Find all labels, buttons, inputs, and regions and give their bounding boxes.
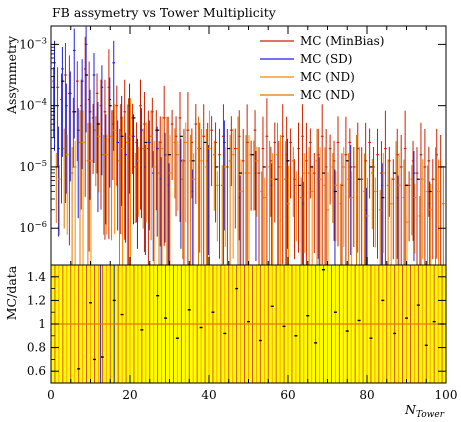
x-axis-label-subscript: Tower [416,410,445,420]
ratio-y-tick-label: 1 [38,317,46,331]
main-plot-panel: 10−3 10−4 10−5 10−6 Assymmetry MC (MinBias)… [4,25,447,266]
ratio-uncertainty-layer [51,265,446,383]
x-tick-label: 0 [47,388,55,402]
x-axis-label: NTower [404,402,445,420]
ratio-y-axis: 0.6 0.8 1 1.2 1.4 [27,264,446,384]
x-tick-label: 100 [435,388,458,402]
data-points-layer [61,74,444,199]
main-y-axis-label: Assymmetry [4,35,19,115]
ratio-y-tick-label: 1.4 [27,270,46,284]
x-axis-label-base: N [404,402,417,417]
y-tick-label: 10−5 [19,159,47,174]
x-tick-label: 60 [280,388,295,402]
legend-label: MC (ND) [300,88,355,102]
ratio-y-tick-label: 1.2 [27,293,46,307]
ratio-y-tick-label: 0.8 [27,341,46,355]
x-tick-label: 40 [201,388,216,402]
mc-series-layer [52,26,445,265]
ratio-y-axis-label: MC/data [4,265,19,320]
chart-title: FB assymetry vs Tower Multiplicity [52,5,277,20]
main-x-ticks [50,26,447,265]
ratio-points-layer [77,269,444,370]
x-tick-label: 80 [359,388,374,402]
legend: MC (MinBias) MC (SD) MC (ND) MC (ND) [260,34,384,102]
ratio-x-axis: 0 20 40 60 80 100 [47,375,457,402]
y-tick-label: 10−6 [19,220,47,235]
y-tick-label: 10−3 [19,36,47,51]
x-tick-label: 20 [122,388,137,402]
main-y-axis: 10−3 10−4 10−5 10−6 [19,36,446,235]
y-tick-label: 10−4 [19,98,47,113]
legend-label: MC (MinBias) [300,34,384,48]
legend-label: MC (ND) [300,70,355,84]
legend-label: MC (SD) [300,52,353,66]
ratio-plot-panel: 0.6 0.8 1 1.2 1.4 0 20 40 60 80 100 MC/data NTowe… [4,264,457,420]
ratio-y-tick-label: 0.6 [27,364,46,378]
